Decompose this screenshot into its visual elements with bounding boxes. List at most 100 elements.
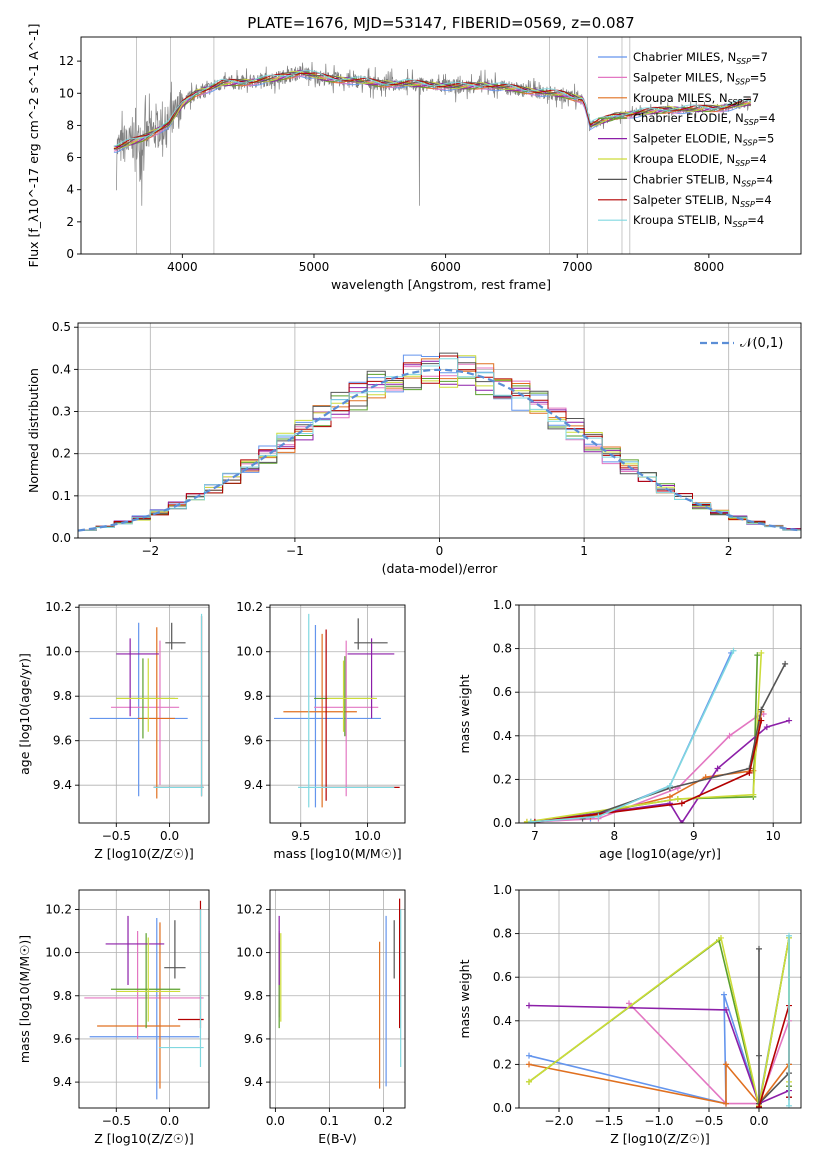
legend-label: Kroupa MILES, NSSP=7: [633, 91, 759, 107]
y-tick-label: 9.6: [244, 734, 263, 748]
x-axis-label: wavelength [Angstrom, rest frame]: [331, 277, 551, 292]
x-tick-label: 10: [766, 829, 781, 843]
y-tick-label: 0.4: [52, 362, 71, 376]
y-tick-label: 1.0: [493, 883, 512, 897]
x-tick-label: −2: [141, 544, 159, 558]
errorbar-point: [158, 909, 204, 1067]
series-marker: [750, 791, 757, 798]
series-marker: [786, 717, 793, 724]
errorbar-point: [322, 629, 400, 801]
series-marker: [782, 660, 789, 667]
model-line-8: [113, 70, 752, 147]
y-tick-label: 10: [59, 86, 74, 100]
y-tick-label: 0.2: [493, 1057, 512, 1071]
errorbar-point: [164, 920, 186, 979]
legend-label: Kroupa STELIB, NSSP=4: [633, 213, 764, 229]
y-tick-label: 9.4: [244, 1075, 263, 1089]
y-axis-label: mass weight: [457, 959, 472, 1038]
y-tick-label: 0.6: [493, 685, 512, 699]
series-marker: [526, 1052, 532, 1059]
axes: 4000 5000 6000 7000 8000 0 2 4 6 8 10 12: [59, 54, 724, 274]
x-tick-label: 10.0: [354, 829, 381, 843]
series-marker: [674, 796, 681, 803]
y-tick-label: 10.0: [45, 645, 72, 659]
y-tick-label: 9.6: [53, 1032, 72, 1046]
series-marker: [626, 1000, 632, 1007]
y-tick-label: 9.6: [53, 734, 72, 748]
series-marker: [756, 945, 762, 952]
errorbar-point: [110, 640, 180, 786]
y-tick-label: 0.8: [493, 927, 512, 941]
series-marker: [756, 1052, 762, 1059]
y-tick-label: 0.4: [493, 729, 512, 743]
series-marker: [526, 1078, 532, 1085]
series-marker: [746, 769, 753, 776]
series-marker: [527, 818, 534, 823]
model-line-6: [113, 72, 752, 150]
series-line-8: [530, 650, 735, 823]
legend-label: Salpeter STELIB, NSSP=4: [633, 193, 772, 209]
plot-area: [79, 890, 209, 1108]
axes: −0.5 0.0 9.4 9.6 9.8 10.0 10.2: [45, 600, 179, 843]
y-tick-label: 12: [59, 54, 74, 68]
x-tick-label: 8: [611, 829, 619, 843]
x-tick-label: −0.5: [102, 1114, 131, 1128]
y-tick-label: 0.5: [52, 320, 71, 334]
y-tick-label: 0.4: [493, 1014, 512, 1028]
axes: 0.0 0.1 0.2 9.4 9.6 9.8 10.0 10.2: [236, 902, 393, 1128]
panel-residuals: 𝒩(0,1) −2 −1 0 1 2 0.0 0.1 0.2 0.3 0.4 0.5 (data-mod…: [26, 320, 802, 576]
y-tick-label: 0.3: [52, 405, 71, 419]
y-tick-label: 10.0: [236, 946, 263, 960]
panel-age_vs_Z: −0.5 0.0 9.4 9.6 9.8 10.0 10.2 Z [log10(Z/Z☉)] a…: [17, 600, 210, 861]
chart-title: PLATE=1676, MJD=53147, FIBERID=0569, z=0…: [247, 14, 634, 32]
legend-label: Salpeter MILES, NSSP=5: [633, 70, 767, 86]
panel-mass_vs_ebv: 0.0 0.1 0.2 9.4 9.6 9.8 10.0 10.2 E(B-V): [236, 889, 406, 1146]
panel-weight_vs_age: 7 8 9 10 0.0 0.2 0.4 0.6 0.8 1.0 age [log10(age/yr…: [457, 598, 802, 861]
series-line-6: [582, 663, 786, 820]
legend: Chabrier MILES, NSSP=7 Salpeter MILES, NS…: [598, 50, 775, 229]
plot-area: [519, 605, 801, 823]
series-marker: [723, 1006, 729, 1013]
series-marker: [678, 820, 685, 823]
plot-area: [519, 890, 801, 1108]
errorbar-point: [110, 933, 181, 1029]
axes: 9.5 10.0 9.4 9.6 9.8 10.0 10.2: [236, 600, 381, 843]
x-tick-label: 0.2: [374, 1114, 393, 1128]
y-tick-label: 0: [66, 247, 74, 261]
y-tick-label: 1.0: [493, 598, 512, 612]
x-tick-label: −1.0: [644, 1114, 673, 1128]
axes-frame: [269, 604, 406, 824]
x-tick-label: 0.0: [266, 1114, 285, 1128]
panel-age_vs_mass: 9.5 10.0 9.4 9.6 9.8 10.0 10.2 mass [log10(M/M☉…: [236, 600, 406, 861]
x-tick-label: 0.1: [320, 1114, 339, 1128]
y-tick-label: 9.4: [244, 778, 263, 792]
x-tick-label: 4000: [167, 260, 198, 274]
y-tick-label: 0.0: [52, 531, 71, 545]
x-axis-label: Z [log10(Z/Z☉)]: [94, 1131, 194, 1146]
y-tick-label: 0.2: [493, 772, 512, 786]
errorbar-point: [105, 915, 165, 985]
y-tick-label: 9.8: [244, 989, 263, 1003]
x-tick-label: 9.5: [291, 829, 310, 843]
series-marker: [723, 1061, 729, 1068]
errorbar-point: [84, 931, 204, 1039]
x-tick-label: 0.0: [160, 1114, 179, 1128]
series-marker: [758, 706, 765, 713]
x-tick-label: 8000: [694, 260, 725, 274]
model-line-2: [113, 72, 752, 149]
legend-label: Salpeter ELODIE, NSSP=5: [633, 132, 774, 148]
errorbar-point: [116, 937, 181, 1022]
axes-frame: [78, 889, 210, 1109]
y-tick-label: 2: [66, 215, 74, 229]
series-marker: [726, 732, 733, 739]
series-marker: [786, 932, 792, 939]
x-tick-label: 0: [436, 544, 444, 558]
x-tick-label: 2: [725, 544, 733, 558]
x-axis-label: Z [log10(Z/Z☉)]: [94, 846, 194, 861]
histogram-8: [78, 358, 801, 531]
axes-frame: [80, 36, 802, 255]
series-marker: [758, 717, 765, 724]
y-tick-label: 10.2: [236, 600, 263, 614]
y-tick-label: 10.0: [45, 946, 72, 960]
y-tick-label: 10.2: [45, 600, 72, 614]
